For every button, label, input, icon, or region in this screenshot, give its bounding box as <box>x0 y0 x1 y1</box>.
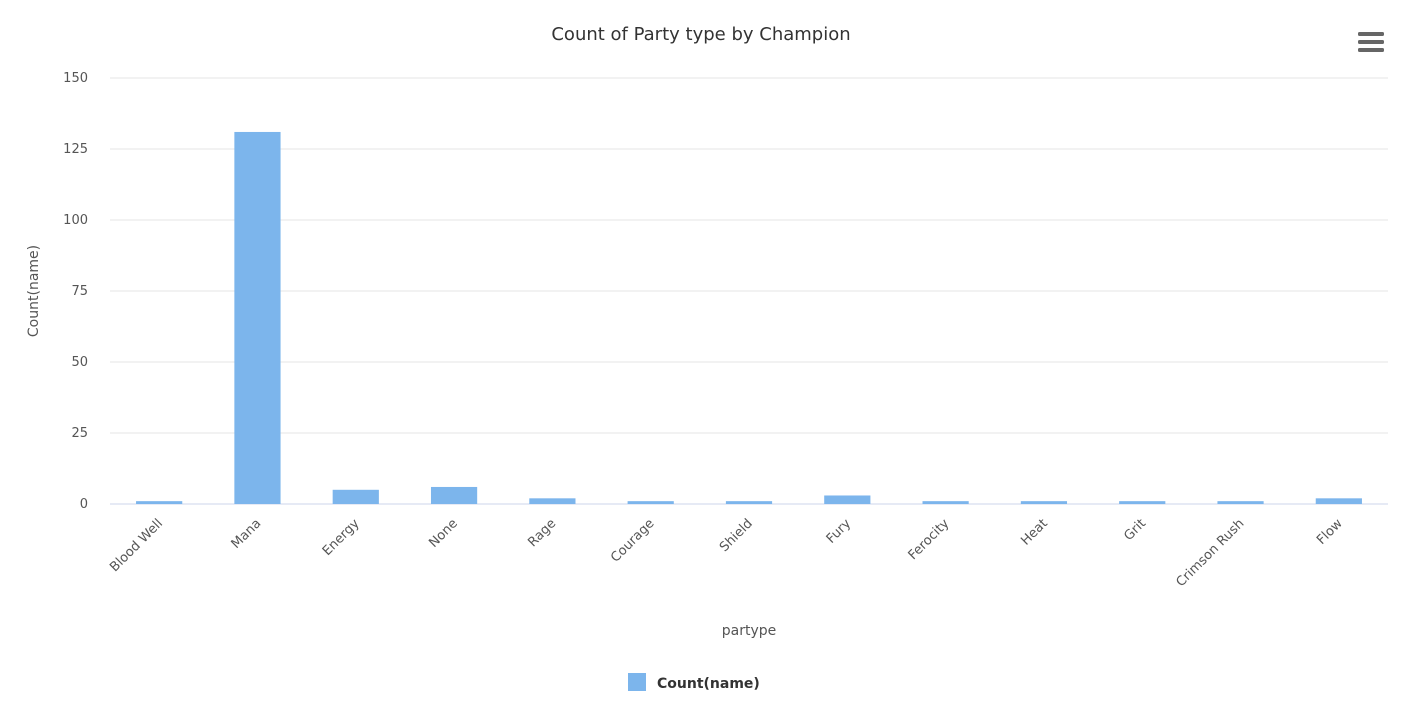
y-tick-label: 50 <box>71 355 88 370</box>
x-tick-label: Crimson Rush <box>1173 516 1247 590</box>
x-axis-ticks: Blood Well Mana Energy None Rage Courage Shiel… <box>107 516 1346 590</box>
x-tick-label: Flow <box>1314 516 1346 548</box>
x-tick-label: Blood Well <box>107 516 166 575</box>
bar[interactable] <box>824 495 871 504</box>
bar[interactable] <box>529 498 576 504</box>
hamburger-menu-icon <box>1358 32 1384 52</box>
x-tick-label: Rage <box>525 516 559 550</box>
x-tick-label: Shield <box>717 516 756 555</box>
x-tick-label: Mana <box>229 516 265 552</box>
bar[interactable] <box>332 489 379 504</box>
y-tick-label: 0 <box>80 497 88 512</box>
y-tick-label: 75 <box>71 284 88 299</box>
x-tick-label: Fury <box>824 516 855 547</box>
y-tick-label: 100 <box>63 213 88 228</box>
y-axis-ticks: 0 25 50 75 100 125 150 <box>63 71 88 512</box>
y-tick-label: 125 <box>63 142 88 157</box>
x-tick-label: Courage <box>608 516 657 565</box>
bar[interactable] <box>627 501 674 504</box>
bar[interactable] <box>1217 501 1264 504</box>
y-axis-title: Count(name) <box>26 245 42 337</box>
grid-lines <box>110 77 1388 505</box>
x-axis-title: partype <box>722 623 777 639</box>
bar[interactable] <box>136 501 183 504</box>
bar[interactable] <box>1119 501 1166 504</box>
chart-menu-button[interactable] <box>1358 32 1384 52</box>
bar-series <box>136 131 1362 504</box>
x-tick-label: Energy <box>320 516 363 559</box>
bar[interactable] <box>1020 501 1068 504</box>
bar[interactable] <box>234 131 281 504</box>
bar[interactable] <box>430 486 478 504</box>
chart-title: Count of Party type by Champion <box>551 24 850 45</box>
y-tick-label: 150 <box>63 71 88 86</box>
x-tick-label: Grit <box>1121 516 1149 544</box>
bar[interactable] <box>922 501 969 504</box>
x-tick-label: None <box>426 516 461 551</box>
legend[interactable]: Count(name) <box>628 673 760 692</box>
x-tick-label: Heat <box>1018 516 1050 548</box>
bar[interactable] <box>725 501 773 504</box>
x-tick-label: Ferocity <box>906 516 953 563</box>
bar[interactable] <box>1315 498 1362 504</box>
legend-label: Count(name) <box>657 676 760 692</box>
legend-swatch <box>628 673 646 691</box>
y-tick-label: 25 <box>71 426 88 441</box>
